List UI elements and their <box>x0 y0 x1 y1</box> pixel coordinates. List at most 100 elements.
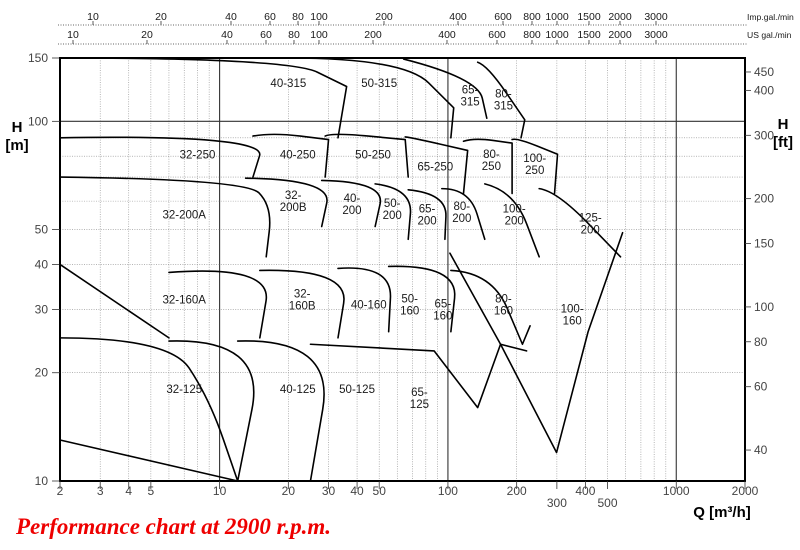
svg-text:160B: 160B <box>289 300 316 312</box>
svg-text:80: 80 <box>292 11 304 23</box>
svg-text:60: 60 <box>260 29 272 41</box>
svg-text:3000: 3000 <box>644 11 668 23</box>
svg-text:20: 20 <box>35 366 49 380</box>
svg-text:40-160: 40-160 <box>351 299 387 311</box>
svg-text:40: 40 <box>350 484 364 498</box>
svg-text:100-: 100- <box>523 153 546 165</box>
svg-text:200: 200 <box>452 213 471 225</box>
svg-text:1500: 1500 <box>577 11 601 23</box>
svg-text:80-: 80- <box>483 149 500 161</box>
svg-text:40-315: 40-315 <box>270 78 306 90</box>
svg-text:50: 50 <box>35 223 49 237</box>
svg-text:200: 200 <box>754 192 774 206</box>
svg-text:200: 200 <box>417 216 436 228</box>
svg-text:150: 150 <box>28 51 48 65</box>
svg-text:1000: 1000 <box>545 11 569 23</box>
svg-text:100-: 100- <box>561 304 584 316</box>
svg-text:65-: 65- <box>462 84 479 96</box>
svg-text:32-: 32- <box>285 190 302 202</box>
svg-text:100-: 100- <box>503 204 526 216</box>
svg-text:60: 60 <box>754 380 768 394</box>
svg-text:200: 200 <box>581 224 600 236</box>
svg-text:4: 4 <box>125 484 132 498</box>
svg-text:50-: 50- <box>384 198 401 210</box>
svg-text:Imp.gal./min: Imp.gal./min <box>747 12 794 22</box>
svg-text:50-: 50- <box>401 293 418 305</box>
svg-text:600: 600 <box>494 11 512 23</box>
svg-text:400: 400 <box>438 29 456 41</box>
svg-text:200: 200 <box>364 29 382 41</box>
svg-text:1500: 1500 <box>577 29 601 41</box>
svg-text:80: 80 <box>288 29 300 41</box>
svg-text:100: 100 <box>754 300 774 314</box>
svg-text:200: 200 <box>342 205 361 217</box>
svg-text:100: 100 <box>310 11 328 23</box>
svg-text:65-250: 65-250 <box>417 161 453 173</box>
svg-text:40: 40 <box>221 29 233 41</box>
svg-text:20: 20 <box>141 29 153 41</box>
svg-text:160: 160 <box>433 310 452 322</box>
svg-text:500: 500 <box>598 496 618 510</box>
svg-text:80-: 80- <box>453 201 470 213</box>
svg-text:32-160A: 32-160A <box>162 294 206 306</box>
svg-text:800: 800 <box>523 11 541 23</box>
svg-text:200: 200 <box>507 484 527 498</box>
svg-text:1000: 1000 <box>663 484 690 498</box>
svg-text:150: 150 <box>754 237 774 251</box>
svg-text:50: 50 <box>373 484 387 498</box>
svg-text:40-125: 40-125 <box>280 384 316 396</box>
svg-text:60: 60 <box>264 11 276 23</box>
svg-text:40: 40 <box>225 11 237 23</box>
svg-text:125-: 125- <box>579 212 602 224</box>
svg-text:H: H <box>778 116 789 133</box>
svg-text:250: 250 <box>482 161 501 173</box>
svg-text:400: 400 <box>449 11 467 23</box>
svg-text:80-: 80- <box>495 293 512 305</box>
svg-text:5: 5 <box>148 484 155 498</box>
svg-text:2000: 2000 <box>732 484 759 498</box>
svg-text:50-315: 50-315 <box>361 78 397 90</box>
svg-text:H: H <box>12 119 23 136</box>
svg-text:32-250: 32-250 <box>180 149 216 161</box>
svg-text:200: 200 <box>505 216 524 228</box>
svg-text:40-250: 40-250 <box>280 149 316 161</box>
svg-text:10: 10 <box>213 484 227 498</box>
svg-text:200B: 200B <box>280 202 307 214</box>
svg-text:100: 100 <box>310 29 328 41</box>
svg-text:50-250: 50-250 <box>355 149 391 161</box>
svg-text:[ft]: [ft] <box>773 134 793 151</box>
svg-text:20: 20 <box>282 484 296 498</box>
svg-text:10: 10 <box>67 29 79 41</box>
svg-text:32-200A: 32-200A <box>162 210 206 222</box>
svg-text:40: 40 <box>35 257 49 271</box>
svg-text:450: 450 <box>754 65 774 79</box>
svg-text:65-: 65- <box>419 204 436 216</box>
svg-text:20: 20 <box>155 11 167 23</box>
svg-text:10: 10 <box>35 474 49 488</box>
svg-text:300: 300 <box>547 496 567 510</box>
svg-text:400: 400 <box>754 83 774 97</box>
svg-text:3: 3 <box>97 484 104 498</box>
svg-text:80: 80 <box>754 335 768 349</box>
svg-text:40: 40 <box>754 443 768 457</box>
svg-text:160: 160 <box>563 316 582 328</box>
svg-text:2: 2 <box>57 484 64 498</box>
svg-text:30: 30 <box>322 484 336 498</box>
svg-text:200: 200 <box>383 210 402 222</box>
svg-text:100: 100 <box>28 114 48 128</box>
svg-text:3000: 3000 <box>644 29 668 41</box>
svg-text:160: 160 <box>494 305 513 317</box>
svg-text:2000: 2000 <box>608 11 632 23</box>
svg-text:[m]: [m] <box>5 137 28 154</box>
svg-text:200: 200 <box>375 11 393 23</box>
svg-text:65-: 65- <box>435 298 452 310</box>
svg-text:315: 315 <box>460 96 479 108</box>
svg-text:250: 250 <box>525 165 544 177</box>
svg-text:800: 800 <box>523 29 541 41</box>
svg-text:30: 30 <box>35 302 49 316</box>
svg-text:50-125: 50-125 <box>339 384 375 396</box>
svg-text:10: 10 <box>87 11 99 23</box>
svg-text:32-: 32- <box>294 288 311 300</box>
svg-text:32-125: 32-125 <box>166 384 202 396</box>
svg-text:315: 315 <box>494 101 513 113</box>
